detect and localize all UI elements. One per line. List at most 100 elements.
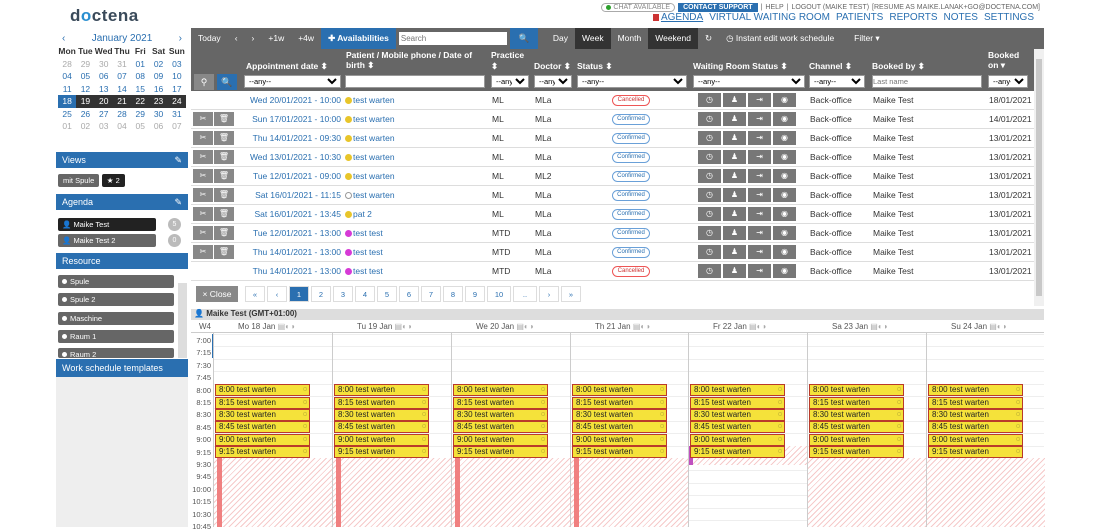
exit-icon[interactable]: ⇥	[748, 150, 771, 164]
calendar-event[interactable]: 8:30 test warten	[690, 408, 785, 421]
cal-date[interactable]: 02	[153, 58, 164, 69]
page-button[interactable]: 2	[311, 286, 331, 302]
clock-icon[interactable]: ◷	[698, 207, 721, 221]
cal-date[interactable]: 20	[94, 95, 113, 108]
cal-date[interactable]: 23	[149, 95, 168, 108]
calendar-event[interactable]: 9:00 test warten	[690, 433, 785, 446]
nav-patients[interactable]: PATIENTS	[835, 12, 884, 23]
person-icon[interactable]: ♟	[723, 93, 746, 107]
trash-icon[interactable]: 🗑	[214, 207, 234, 221]
col-channel[interactable]: Channel ⬍	[809, 61, 853, 71]
appointment-date[interactable]: Thu 14/01/2021 - 09:30	[252, 133, 341, 143]
cal-date[interactable]: 04	[62, 71, 72, 81]
trash-icon[interactable]: 🗑	[214, 112, 234, 126]
day-options-icon[interactable]: ▤◐◑	[632, 322, 651, 331]
table-row[interactable]: ✂ 🗑 Sat 16/01/2021 - 13:45 pat 2 ML MLa Confir…	[191, 205, 1034, 224]
search-icon[interactable]: 🔍	[509, 28, 538, 49]
calendar-event[interactable]: 9:15 test warten	[928, 446, 1023, 459]
calendar-event[interactable]: 9:15 test warten	[334, 446, 429, 459]
cal-date[interactable]: 04	[117, 121, 127, 131]
appointment-date[interactable]: Thu 14/01/2021 - 13:00	[252, 247, 341, 257]
calendar-event[interactable]: 9:00 test warten	[453, 433, 548, 446]
clock-icon[interactable]: ◷	[698, 245, 721, 259]
cal-date[interactable]: 28	[117, 108, 127, 119]
appointment-date[interactable]: Wed 13/01/2021 - 10:30	[249, 152, 341, 162]
calendar-event[interactable]: 8:30 test warten	[215, 408, 310, 421]
weekend-toggle[interactable]: Weekend	[648, 28, 698, 49]
edit-icon[interactable]: ✎	[174, 154, 182, 165]
cal-date[interactable]: 02	[80, 121, 91, 131]
col-waiting-room[interactable]: Waiting Room Status ⬍	[693, 61, 788, 71]
trash-icon[interactable]: 🗑	[214, 131, 234, 145]
calendar-event[interactable]: 8:00 test warten	[453, 384, 548, 397]
page-button[interactable]: ..	[513, 286, 537, 302]
cal-prev-button[interactable]: ‹	[62, 32, 66, 44]
calendar-event[interactable]: 9:15 test warten	[690, 446, 785, 459]
appointment-date[interactable]: Wed 20/01/2021 - 10:00	[249, 95, 341, 105]
resource-item[interactable]: Spule	[58, 275, 174, 288]
eye-icon[interactable]: ◉	[773, 226, 796, 240]
col-status[interactable]: Status ⬍	[577, 61, 613, 71]
calendar-event[interactable]: 8:15 test warten	[809, 396, 904, 409]
move-icon[interactable]: ✂	[193, 226, 213, 240]
week-view-button[interactable]: Week	[575, 28, 611, 49]
day-column[interactable]	[688, 333, 807, 527]
cal-date[interactable]: 03	[98, 121, 109, 131]
cal-date[interactable]: 11	[62, 83, 72, 94]
day-header[interactable]: Th 21 Jan ▤◐◑	[595, 322, 651, 331]
cal-date[interactable]: 09	[153, 71, 164, 81]
clock-icon[interactable]: ◷	[698, 226, 721, 240]
page-button[interactable]: 9	[465, 286, 485, 302]
cal-date[interactable]: 01	[135, 58, 146, 69]
day-header[interactable]: Tu 19 Jan ▤◐◑	[357, 322, 412, 331]
cal-date[interactable]: 05	[135, 121, 146, 131]
col-patient[interactable]: Patient / Mobile phone / Date of birth ⬍	[346, 50, 473, 70]
agenda-panel-header[interactable]: Agenda ✎	[56, 194, 188, 210]
calendar-event[interactable]: 8:45 test warten	[453, 421, 548, 434]
day-view-button[interactable]: Day	[552, 33, 569, 43]
filter-booked-by[interactable]	[872, 75, 982, 88]
calendar-event[interactable]: 9:00 test warten	[572, 433, 667, 446]
move-icon[interactable]: ✂	[193, 131, 213, 145]
page-button[interactable]: 6	[399, 286, 419, 302]
col-booked-by[interactable]: Booked by ⬍	[872, 61, 925, 71]
cal-date[interactable]: 06	[98, 71, 109, 81]
views-panel-header[interactable]: Views ✎	[56, 152, 188, 168]
person-icon[interactable]: ♟	[723, 112, 746, 126]
day-column[interactable]	[926, 333, 1045, 527]
search-icon[interactable]: 🔍	[217, 74, 237, 90]
clock-icon[interactable]: ◷	[698, 169, 721, 183]
trash-icon[interactable]: 🗑	[214, 245, 234, 259]
filter-practice[interactable]: --any--	[491, 75, 529, 88]
day-header[interactable]: We 20 Jan ▤◐◑	[476, 322, 534, 331]
filter-waiting-room[interactable]: --any--	[693, 75, 805, 88]
patient-name[interactable]: test warten	[345, 133, 395, 143]
day-options-icon[interactable]: ▤◐◑	[277, 322, 295, 331]
exit-icon[interactable]: ⇥	[748, 112, 771, 126]
appointment-date[interactable]: Tue 12/01/2021 - 13:00	[252, 228, 341, 238]
day-column[interactable]	[213, 333, 332, 527]
calendar-event[interactable]: 8:15 test warten	[215, 396, 310, 409]
cal-date[interactable]: 26	[80, 108, 91, 119]
move-icon[interactable]: ✂	[193, 169, 213, 183]
resume-link[interactable]: [RESUME AS MAIKE.LANAK+GO@DOCTENA.COM]	[872, 4, 1040, 11]
exit-icon[interactable]: ⇥	[748, 207, 771, 221]
close-button[interactable]: × Close	[196, 286, 238, 302]
cal-date[interactable]: 01	[62, 121, 72, 131]
cal-next-button[interactable]: ›	[178, 32, 182, 44]
eye-icon[interactable]: ◉	[773, 93, 796, 107]
calendar-event[interactable]: 8:00 test warten	[928, 384, 1023, 397]
prev-button[interactable]: ‹	[234, 33, 238, 43]
patient-name[interactable]: test test	[345, 228, 383, 238]
table-row[interactable]: ✂ 🗑 Sun 17/01/2021 - 10:00 test warten ML MLa…	[191, 110, 1034, 129]
resource-item[interactable]: Raum 1	[58, 330, 174, 343]
cal-date[interactable]: 17	[172, 83, 182, 94]
calendar-event[interactable]: 8:30 test warten	[453, 408, 548, 421]
cal-date[interactable]: 31	[117, 58, 127, 69]
patient-name[interactable]: test warten	[345, 95, 395, 105]
calendar-event[interactable]: 8:30 test warten	[572, 408, 667, 421]
page-button[interactable]: 10	[487, 286, 511, 302]
clock-icon[interactable]: ◷	[698, 93, 721, 107]
page-button[interactable]: 7	[421, 286, 441, 302]
filter-status[interactable]: --any--	[577, 75, 687, 88]
